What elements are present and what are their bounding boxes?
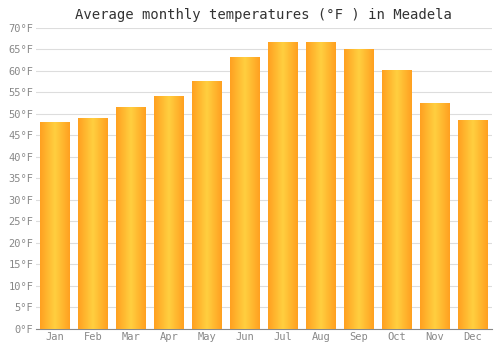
Bar	[230, 58, 260, 329]
Title: Average monthly temperatures (°F ) in Meadela: Average monthly temperatures (°F ) in Me…	[76, 8, 452, 22]
Bar	[268, 43, 298, 329]
Bar	[116, 107, 146, 329]
Bar	[154, 97, 184, 329]
Bar	[192, 82, 222, 329]
Bar	[78, 118, 108, 329]
Bar	[40, 122, 70, 329]
Bar	[420, 103, 450, 329]
Bar	[382, 71, 412, 329]
Bar	[306, 43, 336, 329]
Bar	[458, 120, 488, 329]
Bar	[344, 49, 374, 329]
